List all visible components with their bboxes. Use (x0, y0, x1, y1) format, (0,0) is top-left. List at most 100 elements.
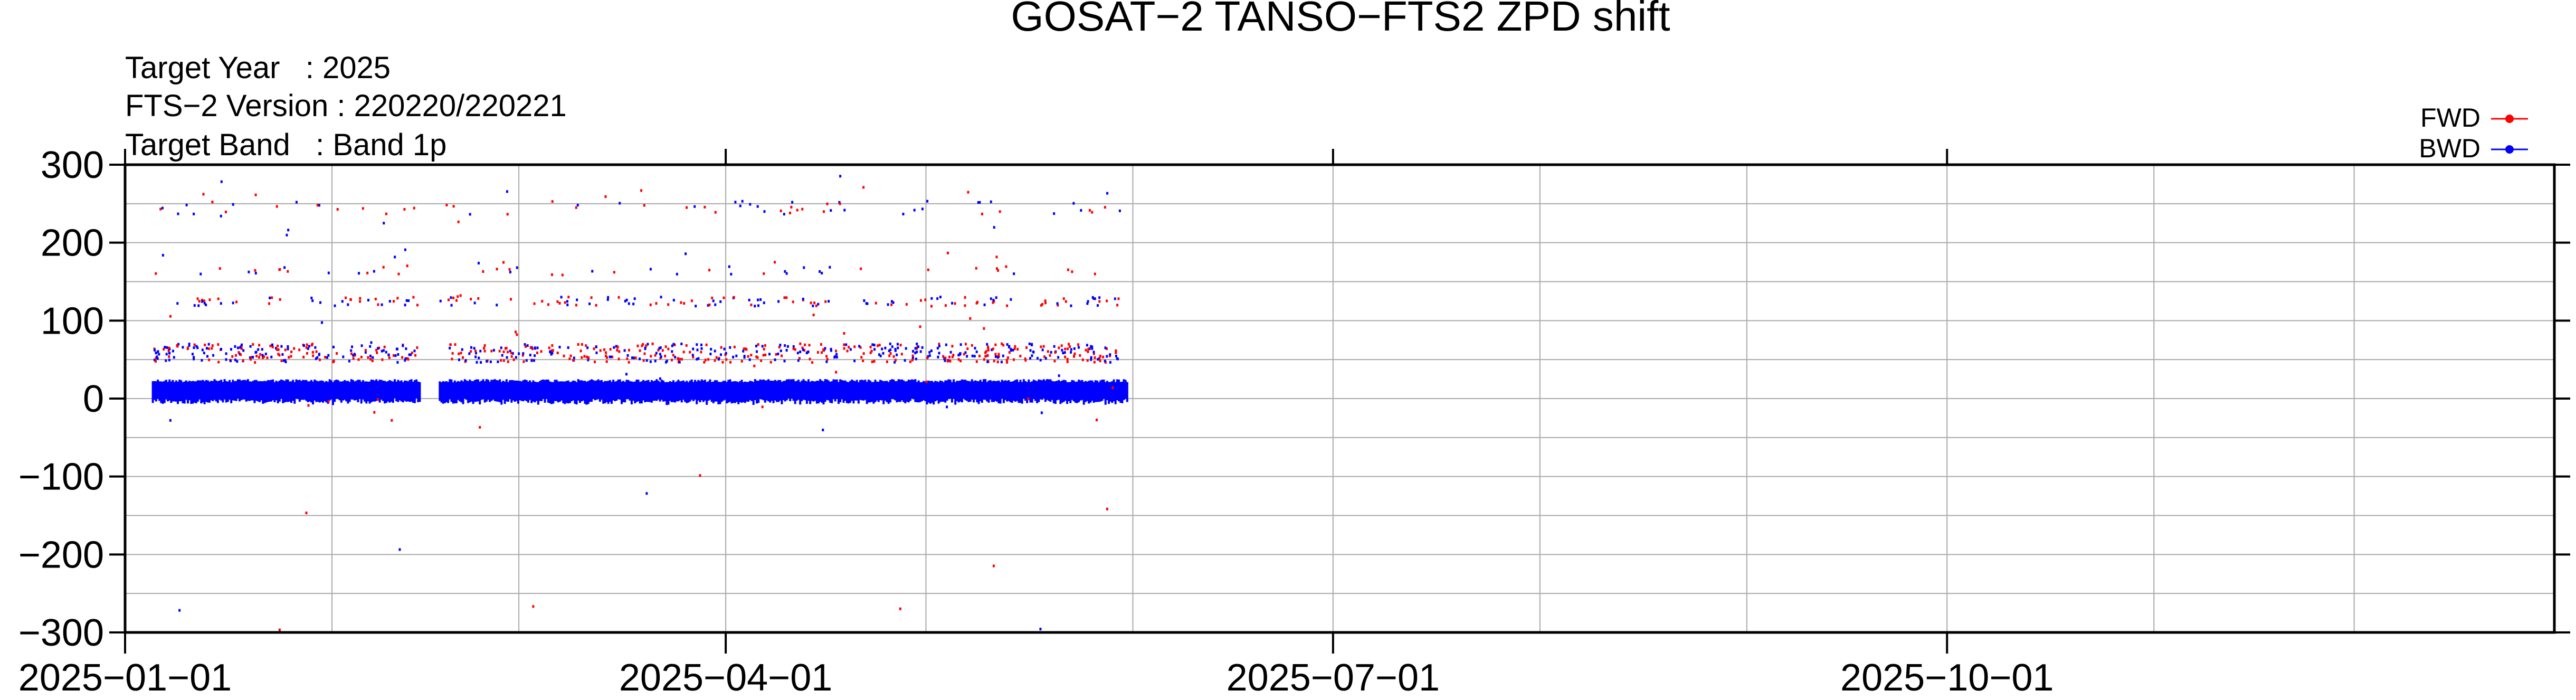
data-point-fwd (305, 512, 308, 515)
data-point-bwd (1021, 382, 1023, 404)
info-line-version: FTS−2 Version : 220220/220221 (125, 89, 567, 123)
data-point-fwd (577, 343, 579, 346)
data-point-bwd (261, 348, 263, 351)
data-point-bwd (1104, 382, 1107, 405)
data-point-bwd (700, 379, 703, 401)
data-point-fwd (808, 344, 811, 347)
data-point-fwd (986, 354, 989, 357)
data-point-bwd (499, 379, 501, 402)
data-point-bwd (458, 358, 460, 362)
data-point-bwd (177, 382, 179, 404)
data-point-bwd (892, 379, 895, 400)
data-point-bwd (229, 380, 231, 400)
data-point-bwd (982, 379, 985, 400)
data-point-bwd (319, 301, 322, 304)
data-point-fwd (812, 314, 815, 317)
data-point-bwd (719, 382, 721, 404)
data-point-fwd (788, 211, 791, 214)
data-point-bwd (249, 345, 252, 348)
data-point-fwd (552, 349, 554, 352)
data-point-bwd (225, 358, 227, 361)
data-point-bwd (706, 382, 708, 405)
data-point-bwd (1040, 411, 1043, 414)
data-point-bwd (784, 270, 786, 273)
data-point-bwd (761, 380, 763, 400)
data-point-fwd (369, 357, 372, 361)
data-point-bwd (529, 380, 531, 400)
data-point-bwd (470, 381, 473, 402)
data-point-bwd (901, 379, 904, 401)
data-point-bwd (777, 380, 780, 402)
data-point-bwd (587, 381, 590, 404)
data-point-fwd (964, 304, 966, 307)
data-point-fwd (550, 273, 553, 276)
data-point-bwd (896, 343, 899, 346)
data-point-fwd (278, 628, 281, 631)
data-point-bwd (1106, 192, 1109, 195)
data-point-bwd (709, 353, 712, 356)
data-point-bwd (1123, 379, 1125, 400)
data-point-fwd (725, 358, 728, 361)
data-point-bwd (248, 381, 251, 401)
data-point-fwd (447, 298, 450, 301)
data-point-bwd (271, 343, 274, 346)
data-point-bwd (193, 381, 196, 403)
data-point-fwd (217, 297, 220, 300)
legend: FWD BWD (2419, 103, 2528, 163)
data-point-bwd (470, 346, 472, 349)
data-point-bwd (644, 381, 647, 403)
data-point-bwd (1029, 349, 1032, 352)
data-point-fwd (642, 343, 644, 346)
data-point-bwd (831, 381, 833, 403)
data-point-bwd (959, 352, 962, 355)
data-point-bwd (1088, 381, 1090, 404)
data-point-bwd (938, 352, 940, 355)
data-point-bwd (460, 380, 463, 403)
data-point-bwd (863, 299, 866, 302)
data-point-bwd (534, 347, 536, 350)
data-point-bwd (1029, 382, 1032, 403)
data-point-bwd (183, 381, 186, 404)
data-point-bwd (842, 380, 845, 403)
data-point-fwd (1042, 345, 1045, 348)
data-point-fwd (470, 350, 472, 353)
data-point-bwd (1039, 380, 1042, 400)
data-point-bwd (1117, 357, 1119, 361)
data-point-fwd (1073, 352, 1076, 355)
data-point-bwd (350, 349, 353, 352)
data-point-bwd (516, 266, 518, 269)
data-point-fwd (451, 352, 454, 355)
data-point-bwd (915, 357, 917, 361)
data-point-bwd (639, 382, 641, 404)
data-point-bwd (662, 380, 664, 402)
y-tick-label: 100 (41, 300, 104, 342)
data-point-bwd (278, 380, 281, 402)
data-point-bwd (318, 353, 320, 356)
data-point-bwd (1106, 381, 1108, 400)
data-point-fwd (506, 213, 509, 216)
data-point-bwd (552, 382, 555, 404)
data-point-fwd (628, 348, 630, 352)
data-point-fwd (692, 355, 695, 358)
data-point-fwd (963, 353, 965, 356)
data-point-bwd (351, 345, 354, 348)
data-point-bwd (693, 205, 696, 208)
data-point-fwd (1054, 351, 1057, 354)
data-point-bwd (193, 356, 195, 359)
data-point-bwd (347, 303, 349, 306)
y-tick-label: 0 (83, 378, 104, 420)
data-point-fwd (723, 296, 725, 299)
data-point-bwd (264, 352, 267, 355)
data-point-fwd (483, 344, 486, 347)
data-point-bwd (410, 353, 412, 356)
data-point-bwd (620, 381, 623, 404)
data-point-fwd (667, 303, 670, 306)
data-point-bwd (468, 352, 471, 355)
data-point-bwd (576, 298, 578, 301)
data-point-bwd (353, 353, 356, 356)
data-point-bwd (287, 345, 289, 348)
data-point-fwd (575, 304, 577, 307)
data-point-bwd (947, 379, 950, 399)
data-point-bwd (632, 302, 635, 306)
data-point-fwd (785, 296, 788, 299)
